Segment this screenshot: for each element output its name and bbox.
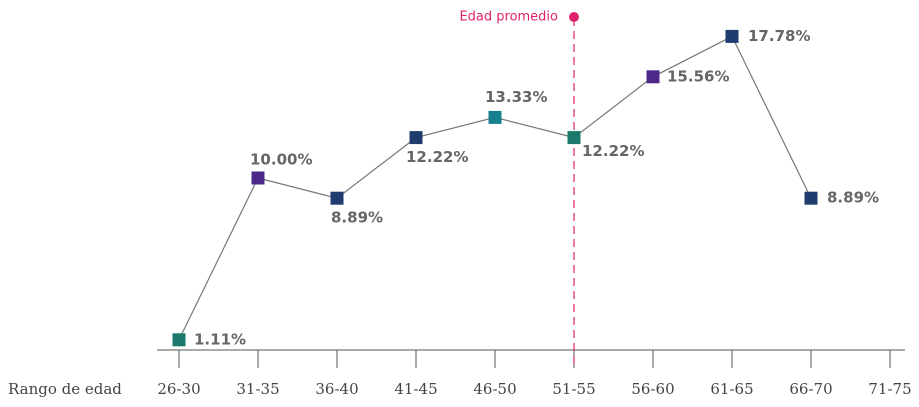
x-tick-label: 46-50 [473,380,516,398]
value-label: 17.78% [748,27,810,45]
x-tick-label: 31-35 [236,380,279,398]
x-tick-label: 61-65 [710,380,753,398]
value-label: 15.56% [667,67,729,85]
x-axis-label: Rango de edad [8,380,122,398]
value-label: 12.22% [406,148,468,166]
annotation-dot [569,12,579,22]
x-tick-label: 71-75 [868,380,911,398]
x-tick-label: 56-60 [631,380,674,398]
chart: Rango de edad 26-30 31-35 36-40 41-45 46-50 5… [0,0,919,407]
x-tick-label: 51-55 [552,380,595,398]
value-label: 1.11% [194,330,246,348]
value-label: 12.22% [582,142,644,160]
x-tick-label: 41-45 [394,380,437,398]
value-label: 8.89% [827,189,879,207]
marker [331,192,344,205]
marker [173,333,186,346]
value-label: 10.00% [250,151,312,169]
x-tick-label: 66-70 [789,380,832,398]
marker [726,30,739,43]
marker [805,192,818,205]
x-tick-label: 36-40 [315,380,358,398]
annotation-text: Edad promedio [459,10,558,25]
marker [252,172,265,185]
marker [410,131,423,144]
value-label: 13.33% [485,88,547,106]
marker [647,70,660,83]
marker [568,131,581,144]
value-label: 8.89% [331,209,383,227]
marker [489,111,502,124]
x-tick-label: 26-30 [157,380,200,398]
